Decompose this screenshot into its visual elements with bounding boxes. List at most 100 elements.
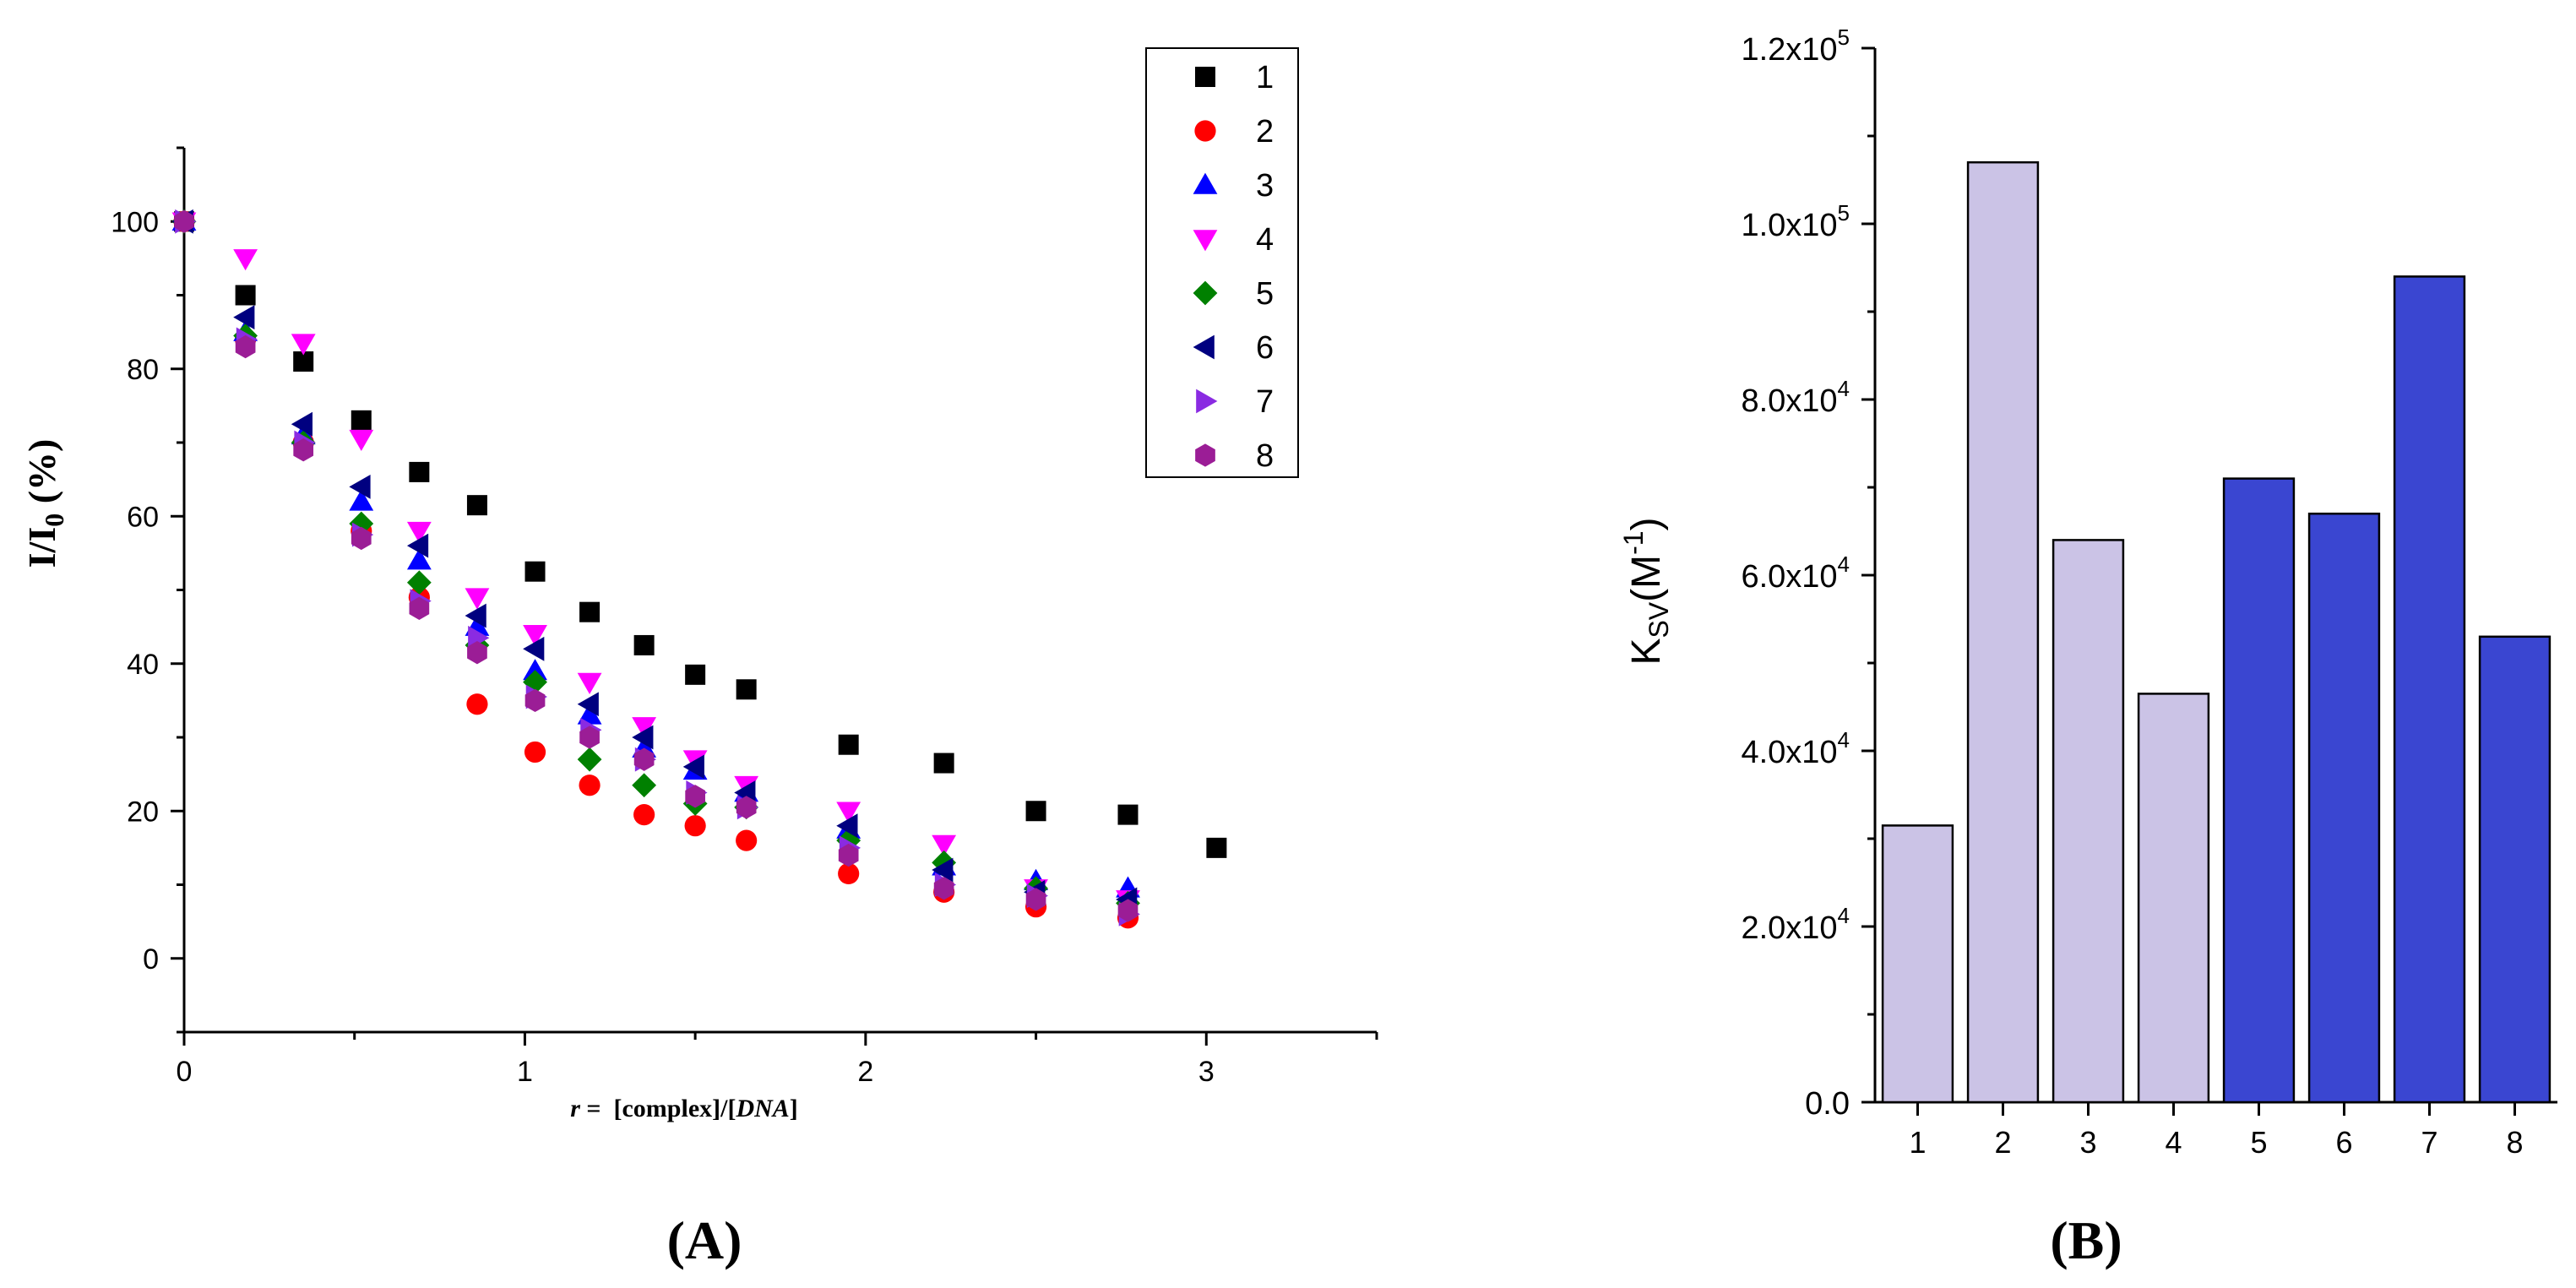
a-point-series-8	[579, 726, 600, 749]
b-bar-8	[2478, 635, 2552, 1104]
a-point-series-4	[233, 249, 258, 271]
b-x-tick-label: 5	[2250, 1125, 2267, 1160]
a-y-tick-label: 20	[127, 796, 159, 828]
a-point-series-1	[633, 634, 655, 655]
a-legend-marker-8	[1195, 443, 1215, 467]
a-point-series-6	[523, 636, 545, 661]
a-point-series-5	[406, 570, 432, 595]
a-legend-label-2: 2	[1256, 114, 1274, 149]
a-point-series-4	[632, 717, 657, 739]
a-point-series-1	[466, 495, 487, 516]
a-point-series-1	[1117, 804, 1139, 825]
a-legend-marker-7	[1196, 389, 1218, 414]
b-y-tick-label: 6.0x104	[1741, 552, 1850, 595]
a-point-series-4	[465, 588, 490, 610]
a-point-series-4	[523, 625, 547, 647]
a-point-series-4	[577, 672, 602, 694]
a-point-series-2	[736, 829, 758, 851]
a-y-tick-label: 100	[111, 206, 159, 238]
a-point-series-2	[524, 741, 546, 764]
a-point-series-2	[633, 804, 655, 826]
a-legend-box	[1145, 47, 1299, 478]
a-point-series-8	[933, 877, 954, 900]
a-point-series-8	[467, 640, 487, 665]
a-point-series-1	[933, 753, 954, 774]
b-y-tick-label: 4.0x104	[1741, 727, 1850, 770]
b-y-tick-label: 0.0	[1805, 1086, 1850, 1122]
a-series-5	[171, 209, 1140, 916]
a-point-series-6	[465, 603, 486, 628]
a-point-series-3	[523, 659, 547, 681]
a-point-series-3	[577, 703, 602, 725]
b-bars	[1881, 160, 2552, 1104]
a-point-series-8	[351, 526, 372, 551]
a-point-series-1	[351, 410, 372, 431]
b-bar-1	[1881, 824, 1954, 1104]
a-point-series-1	[1206, 837, 1227, 858]
a-point-series-1	[579, 601, 601, 622]
a-point-series-5	[577, 747, 602, 772]
a-point-series-8	[1025, 888, 1046, 911]
panel-label-a: (A)	[667, 1210, 742, 1270]
a-legend-label-3: 3	[1256, 168, 1274, 204]
a-x-tick-label: 0	[177, 1056, 193, 1088]
b-x-tick-label: 3	[2079, 1125, 2096, 1160]
a-point-series-1	[524, 561, 546, 582]
a-ticks: 0 1 2 3 0 20 40 60 80 100	[111, 146, 1378, 1088]
a-point-series-8	[174, 209, 194, 233]
a-point-series-8	[235, 334, 256, 359]
a-y-tick-label: 0	[143, 943, 159, 976]
a-point-series-4	[932, 834, 957, 856]
a-legend-label-1: 1	[1256, 60, 1274, 95]
a-data-points	[171, 209, 1227, 929]
a-point-series-6	[682, 754, 704, 780]
a-legend-label-5: 5	[1256, 276, 1274, 312]
b-y-tick-label: 8.0x104	[1741, 376, 1850, 419]
a-y-tick-label: 60	[127, 501, 159, 533]
a-legend-label-6: 6	[1256, 330, 1274, 366]
a-legend: 1 2 3 4 5 6 7 8	[1145, 47, 1299, 478]
a-point-series-8	[1117, 899, 1139, 922]
a-legend-marker-4	[1193, 230, 1218, 252]
a-point-series-6	[577, 692, 599, 717]
a-point-series-2	[838, 862, 860, 885]
a-series-4	[171, 212, 1140, 912]
a-legend-marker-1	[1195, 67, 1215, 87]
b-ticks: 1 2 3 4 5 6 7 8 0.0 2.0x104 4.0x104 6.0x104 8.0x104 1…	[1741, 24, 2523, 1160]
a-x-tick-label: 3	[1198, 1056, 1215, 1088]
a-point-series-6	[632, 725, 654, 750]
a-series-7	[175, 209, 1140, 927]
a-point-series-6	[291, 411, 312, 437]
a-point-series-6	[233, 305, 255, 330]
a-series-8	[174, 209, 1139, 922]
b-x-tick-label: 7	[2421, 1125, 2437, 1160]
b-x-tick-label: 4	[2165, 1125, 2182, 1160]
b-bar-4	[2137, 693, 2210, 1104]
a-point-series-2	[684, 815, 706, 837]
b-bar-2	[1966, 160, 2040, 1104]
a-y-axis-label: I/I0 (%)	[20, 439, 69, 568]
a-y-tick-label: 40	[127, 649, 159, 681]
b-x-tick-label: 8	[2506, 1125, 2523, 1160]
a-point-series-6	[349, 474, 371, 499]
a-y-tick-label: 80	[127, 354, 159, 386]
a-point-series-5	[632, 773, 657, 798]
a-point-series-8	[409, 596, 430, 620]
a-legend-marker-2	[1194, 120, 1216, 142]
a-point-series-8	[524, 688, 546, 713]
b-bar-3	[2052, 539, 2125, 1104]
a-point-series-1	[409, 461, 430, 482]
a-point-series-1	[235, 285, 256, 306]
b-y-tick-label: 1.2x105	[1741, 24, 1850, 68]
b-y-tick-label: 2.0x104	[1741, 903, 1850, 946]
panel-label-b: (B)	[2050, 1210, 2122, 1270]
a-point-series-1	[1025, 801, 1046, 822]
a-series-6	[171, 209, 1138, 912]
a-legend-marker-5	[1193, 280, 1218, 306]
b-bar-5	[2222, 477, 2296, 1104]
a-legend-label-8: 8	[1256, 438, 1274, 474]
a-point-series-1	[736, 679, 757, 700]
a-series-2	[173, 210, 1139, 929]
a-legend-label-7: 7	[1256, 384, 1274, 420]
a-point-series-4	[836, 802, 861, 823]
